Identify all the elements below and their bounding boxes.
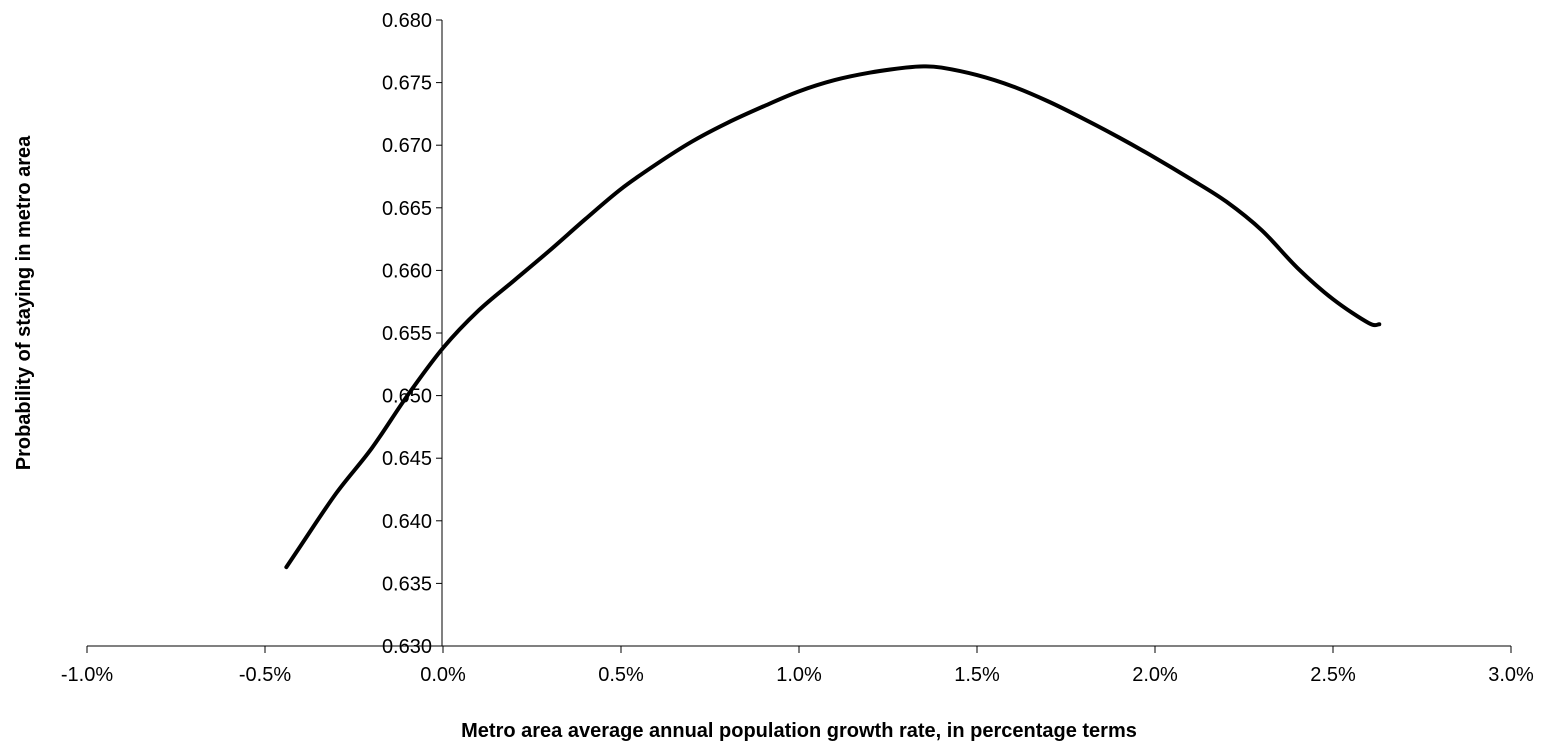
x-tick-label: 2.0% xyxy=(1132,664,1178,686)
y-axis-ticks: 0.6300.6350.6400.6450.6500.6550.6600.665… xyxy=(382,10,442,658)
y-tick-label: 0.660 xyxy=(382,260,432,282)
y-axis-title: Probability of staying in metro area xyxy=(13,135,35,470)
x-tick-label: -1.0% xyxy=(61,664,113,686)
x-tick-label: 2.5% xyxy=(1310,664,1356,686)
x-tick-label: 1.0% xyxy=(776,664,822,686)
x-tick-label: 1.5% xyxy=(954,664,1000,686)
y-tick-label: 0.675 xyxy=(382,73,432,95)
x-tick-label: 3.0% xyxy=(1488,664,1534,686)
y-tick-label: 0.645 xyxy=(382,448,432,470)
y-tick-label: 0.635 xyxy=(382,573,432,595)
x-axis-ticks: -1.0% -0.5% 0.0% 0.5% 1.0% 1.5% 2.0% 2.5% 3.0% xyxy=(61,646,1534,686)
x-tick-label: 0.5% xyxy=(598,664,644,686)
axes xyxy=(87,20,1511,647)
x-tick-label: -0.5% xyxy=(239,664,291,686)
x-axis-title: Metro area average annual population gro… xyxy=(461,720,1137,742)
y-tick-label: 0.680 xyxy=(382,10,432,32)
x-tick-label: 0.0% xyxy=(420,664,466,686)
series-line xyxy=(284,64,1382,570)
y-tick-label: 0.665 xyxy=(382,198,432,220)
y-tick-label: 0.670 xyxy=(382,135,432,157)
y-tick-label: 0.640 xyxy=(382,511,432,533)
series-layer xyxy=(284,64,1382,570)
y-tick-label: 0.655 xyxy=(382,323,432,345)
y-tick-label: 0.630 xyxy=(382,636,432,658)
